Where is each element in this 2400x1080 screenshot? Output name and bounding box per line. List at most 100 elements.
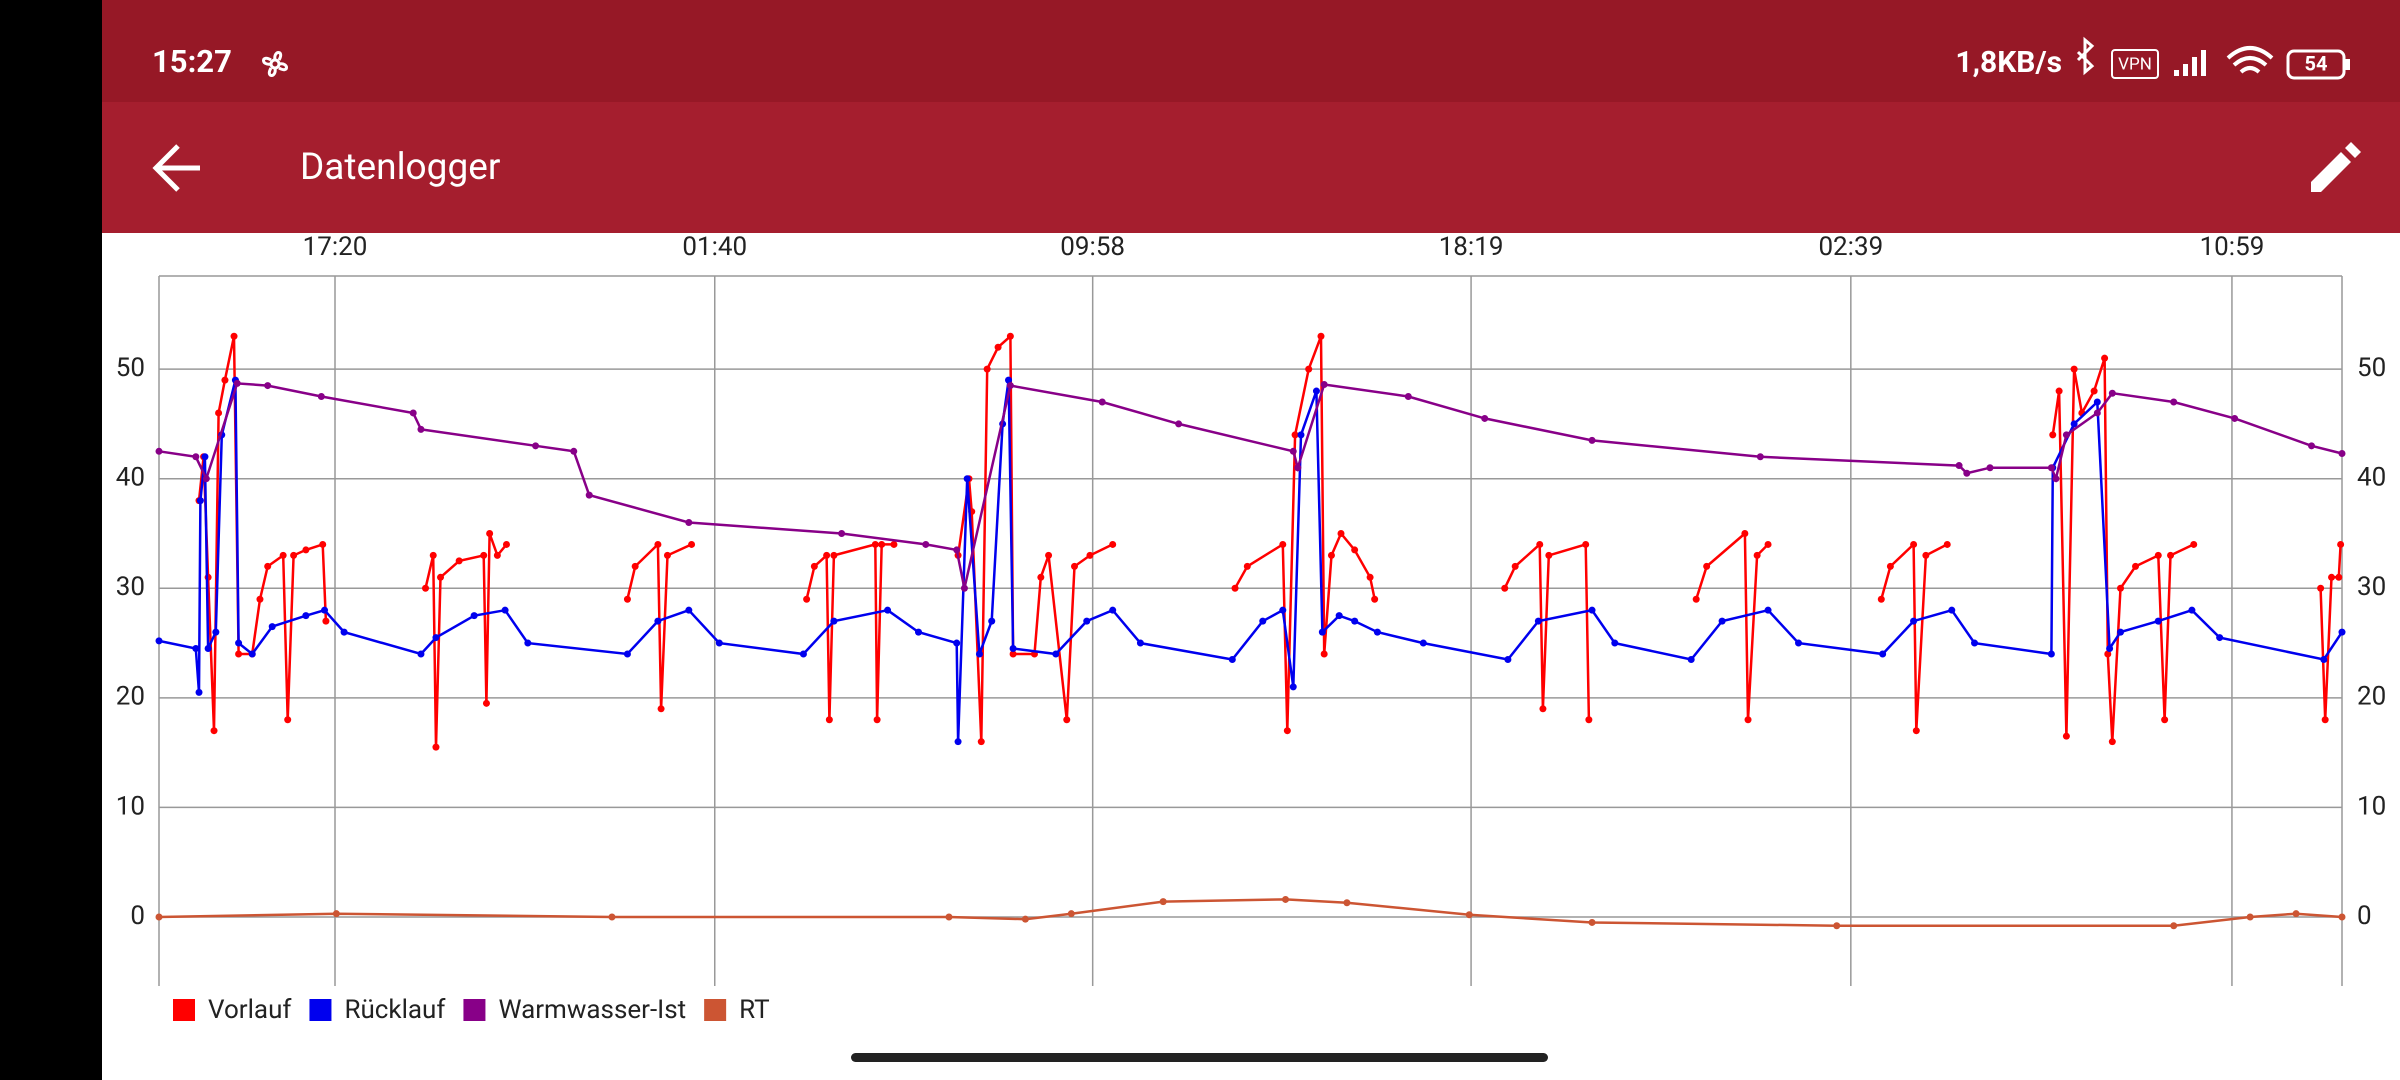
data-point — [2188, 606, 2196, 614]
data-point — [884, 606, 892, 614]
data-point — [2170, 398, 2178, 406]
y-tick-label: 30 — [116, 572, 145, 602]
data-point — [502, 540, 510, 548]
data-point — [1886, 562, 1894, 570]
legend-label: Warmwasser-Ist — [498, 995, 686, 1025]
data-point — [838, 529, 846, 537]
data-point — [688, 540, 696, 548]
data-point — [1109, 540, 1117, 548]
data-point — [429, 551, 437, 559]
data-point — [2161, 716, 2169, 724]
battery-outline — [2286, 49, 2346, 80]
data-point — [501, 606, 509, 614]
y2-tick-label: 30 — [2357, 572, 2386, 602]
data-point — [1136, 639, 1144, 647]
data-point — [1741, 529, 1749, 537]
data-point — [1692, 595, 1700, 603]
data-point — [201, 453, 209, 461]
data-point — [196, 497, 204, 505]
data-point — [1159, 898, 1167, 906]
data-point — [317, 393, 325, 401]
data-point — [480, 551, 488, 559]
data-point — [210, 727, 218, 735]
y2-tick-label: 50 — [2357, 353, 2386, 383]
data-point — [204, 645, 212, 653]
data-point — [1067, 910, 1075, 918]
data-point — [1312, 387, 1320, 395]
data-point — [960, 584, 968, 592]
data-point — [332, 910, 340, 918]
data-point — [1366, 573, 1374, 581]
data-point — [2154, 617, 2162, 625]
data-point — [1037, 573, 1045, 581]
data-point — [2308, 442, 2316, 450]
data-point — [1259, 617, 1267, 625]
home-indicator — [851, 1053, 1548, 1062]
network-speed: 1,8KB/s — [1955, 45, 2062, 80]
data-point — [2055, 387, 2063, 395]
data-point — [1317, 332, 1325, 340]
data-point — [264, 382, 272, 390]
battery-tip — [2345, 59, 2350, 70]
data-point — [2108, 389, 2116, 397]
data-point — [340, 628, 348, 636]
data-point — [264, 562, 272, 570]
data-point — [1501, 584, 1509, 592]
data-point — [1070, 562, 1078, 570]
data-point — [585, 491, 593, 499]
data-point — [437, 573, 445, 581]
data-point — [290, 551, 298, 559]
data-point — [2070, 365, 2078, 373]
data-point — [830, 551, 838, 559]
data-point — [532, 442, 540, 450]
data-point — [1912, 727, 1920, 735]
fan-icon — [262, 51, 288, 77]
data-point — [409, 409, 417, 417]
bluetooth-icon — [2076, 36, 2095, 76]
data-point — [1465, 911, 1473, 919]
data-point — [1833, 922, 1841, 930]
data-point — [1231, 584, 1239, 592]
back-button[interactable] — [152, 144, 200, 192]
x-tick-label: 18:19 — [1439, 232, 1504, 262]
status-time: 15:27 — [152, 43, 232, 80]
data-point — [1404, 393, 1412, 401]
edit-button[interactable] — [2311, 142, 2361, 192]
data-point — [2062, 431, 2070, 439]
data-point — [233, 379, 241, 387]
data-point — [482, 699, 490, 707]
data-point — [486, 529, 494, 537]
data-point — [1504, 655, 1512, 663]
data-point — [1175, 420, 1183, 428]
data-point — [954, 738, 962, 746]
data-point — [890, 540, 898, 548]
data-point — [2047, 650, 2055, 658]
data-point — [2317, 584, 2325, 592]
legend-swatch — [309, 999, 332, 1021]
data-point — [417, 650, 425, 658]
data-point — [2104, 650, 2112, 658]
data-point — [1052, 650, 1060, 658]
data-point — [1588, 436, 1596, 444]
data-point — [1536, 540, 1544, 548]
data-point — [2320, 655, 2328, 663]
data-point — [803, 595, 811, 603]
data-point — [823, 551, 831, 559]
data-point — [1228, 655, 1236, 663]
data-point — [2106, 645, 2114, 653]
data-point — [202, 475, 210, 483]
data-point — [1585, 716, 1593, 724]
y2-tick-label: 10 — [2357, 791, 2386, 821]
data-point — [1351, 617, 1359, 625]
data-point — [417, 425, 425, 433]
data-point — [2231, 414, 2239, 422]
data-point — [1289, 447, 1297, 455]
data-point — [2117, 628, 2125, 636]
data-point — [830, 617, 838, 625]
y-tick-label: 50 — [116, 353, 145, 383]
data-point — [1009, 645, 1017, 653]
data-point — [212, 628, 220, 636]
data-point — [235, 650, 243, 658]
x-tick-label: 01:40 — [682, 232, 747, 262]
